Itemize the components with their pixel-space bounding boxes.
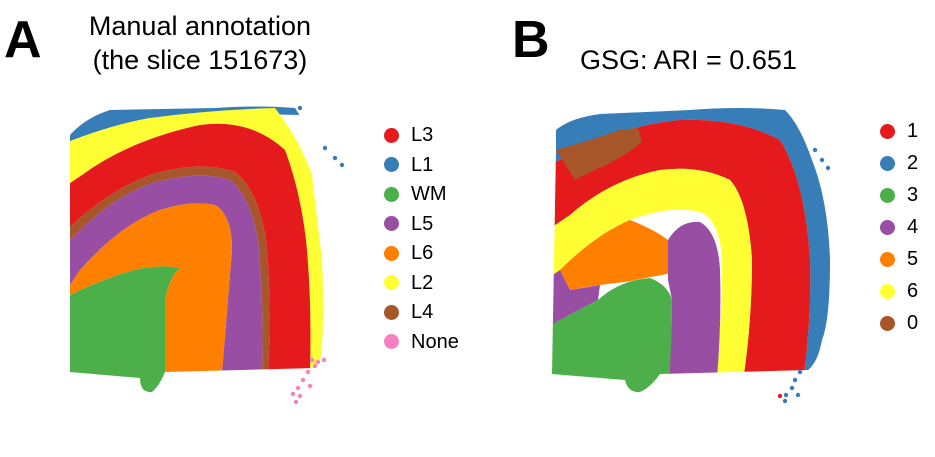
- panel-a-legend-item: L5: [384, 213, 433, 235]
- panel-a-legend-swatch: [384, 127, 399, 143]
- region-0: [556, 128, 642, 180]
- panel-a-letter: A: [4, 11, 42, 69]
- panel-a-legend-swatch: [384, 334, 399, 349]
- panel-a-title: Manual annotation (the slice 151673): [60, 10, 340, 78]
- panel-b-legend-label: 4: [907, 216, 919, 238]
- panel-a-legend-label: WM: [411, 183, 447, 205]
- panel-a-legend-label: L1: [411, 153, 434, 176]
- panel-a-legend-swatch: [384, 186, 399, 202]
- panel-b-legend-swatch: [880, 315, 895, 331]
- panel-b-legend-swatch: [880, 155, 895, 171]
- panel-a-legend-label: L3: [411, 124, 434, 146]
- region-L3: [70, 123, 311, 372]
- panel-b-legend-swatch: [880, 283, 895, 299]
- region-5: [560, 220, 690, 290]
- region-WM: [70, 266, 180, 393]
- panel-b-legend-label: 0: [907, 312, 919, 334]
- panel-b-legend-item: 0: [880, 312, 918, 334]
- region-6: [552, 168, 752, 393]
- panel-a-legend-item: WM: [384, 183, 447, 205]
- panel-a-title-line1: Manual annotation: [88, 11, 312, 41]
- panel-a-legend-swatch: [384, 245, 399, 261]
- panel-b-legend-item: 2: [880, 152, 918, 174]
- panel-b-legend-swatch: [880, 251, 895, 267]
- panel-a-legend-label: L4: [411, 301, 434, 323]
- panel-b-legend-item: 6: [880, 280, 918, 302]
- panel-a-legend-label: L5: [411, 212, 434, 235]
- panel-b-legend-label: 6: [907, 280, 919, 302]
- panel-b-legend-item: 4: [880, 216, 918, 238]
- region-1: [552, 119, 811, 393]
- panel-a-tissue: [70, 106, 335, 393]
- panel-a-legend-swatch: [384, 157, 399, 172]
- panel-a-legend-item: L1: [384, 154, 433, 176]
- panel-a-legend-item: None: [384, 331, 459, 353]
- panel-a-legend-swatch: [384, 216, 399, 231]
- panel-b-stray-spots: [777, 147, 831, 404]
- panel-b-legend-item: 5: [880, 248, 918, 270]
- region-3: [552, 278, 672, 393]
- panel-b-tissue: [552, 108, 830, 393]
- panel-a-legend-swatch: [384, 275, 399, 290]
- panel-b-title: GSG: ARI = 0.651: [580, 45, 797, 75]
- panel-b-legend-label: 1: [907, 120, 919, 142]
- panel-a-legend-item: L4: [384, 301, 433, 323]
- panel-b-letter: B: [512, 11, 550, 69]
- panel-a-legend-item: L2: [384, 272, 433, 294]
- region-4-left: [552, 270, 600, 330]
- region-4-right: [668, 221, 721, 393]
- panel-b-legend-item: 1: [880, 120, 918, 142]
- panel-b-legend-label: 5: [907, 248, 919, 270]
- panel-b-legend-label: 3: [907, 184, 919, 206]
- panel-a-legend-item: L3: [384, 124, 433, 146]
- region-L6: [70, 203, 232, 372]
- panel-b-legend-swatch: [880, 123, 895, 139]
- panel-a-legend-item: L6: [384, 242, 433, 264]
- region-L5: [70, 175, 263, 372]
- panel-b-legend-swatch: [880, 187, 895, 203]
- panel-a-title-line2: (the slice 151673): [92, 44, 308, 75]
- panel-b-legend-swatch: [880, 219, 895, 235]
- panel-a-legend-label: L6: [411, 242, 434, 264]
- panel-a-legend-label: None: [411, 330, 459, 353]
- panel-a-legend-swatch: [384, 304, 399, 320]
- panel-a-legend-label: L2: [411, 271, 434, 294]
- region-None: [290, 357, 327, 405]
- panel-b-legend-item: 3: [880, 184, 918, 206]
- panel-b-legend-label: 2: [907, 152, 919, 174]
- panel-a-stray-spots: [297, 105, 345, 168]
